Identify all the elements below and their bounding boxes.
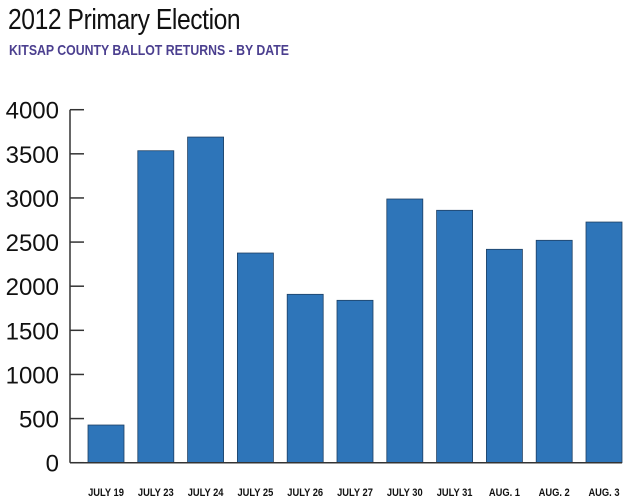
x-tick-label: JULY 26	[287, 487, 323, 499]
bar	[585, 221, 623, 464]
bar	[535, 239, 573, 464]
chart-subtitle: KITSAP COUNTY BALLOT RETURNS - BY DATE	[9, 42, 289, 59]
x-tick-label: JULY 23	[138, 487, 174, 499]
bar	[187, 136, 225, 464]
y-tick-label: 3500	[6, 142, 59, 169]
bar	[87, 424, 125, 464]
chart-title: 2012 Primary Election	[8, 4, 241, 36]
x-tick-label: JULY 19	[88, 487, 124, 499]
bar	[485, 248, 523, 464]
x-tick-label: JULY 31	[437, 487, 473, 499]
bar	[386, 198, 424, 464]
bar	[286, 293, 324, 464]
bar	[436, 209, 474, 464]
x-tick-label: JULY 27	[337, 487, 373, 499]
y-tick-label: 1000	[6, 362, 59, 389]
y-tick-label: 3000	[6, 186, 59, 213]
x-tick-label: JULY 30	[387, 487, 423, 499]
x-tick-label: JULY 25	[237, 487, 273, 499]
bar	[236, 252, 274, 464]
x-tick-label: AUG. 2	[539, 487, 570, 499]
x-tick-label: AUG. 1	[489, 487, 520, 499]
y-tick-label: 2000	[6, 274, 59, 301]
y-tick-label: 1500	[6, 318, 59, 345]
bar	[137, 150, 175, 464]
x-tick-label: AUG. 3	[588, 487, 619, 499]
x-tick-label: JULY 24	[188, 487, 224, 499]
y-tick-label: 500	[19, 407, 59, 434]
y-tick-label: 0	[46, 451, 59, 478]
bar	[336, 299, 374, 464]
y-tick-label: 2500	[6, 230, 59, 257]
y-tick-label: 4000	[6, 98, 59, 125]
